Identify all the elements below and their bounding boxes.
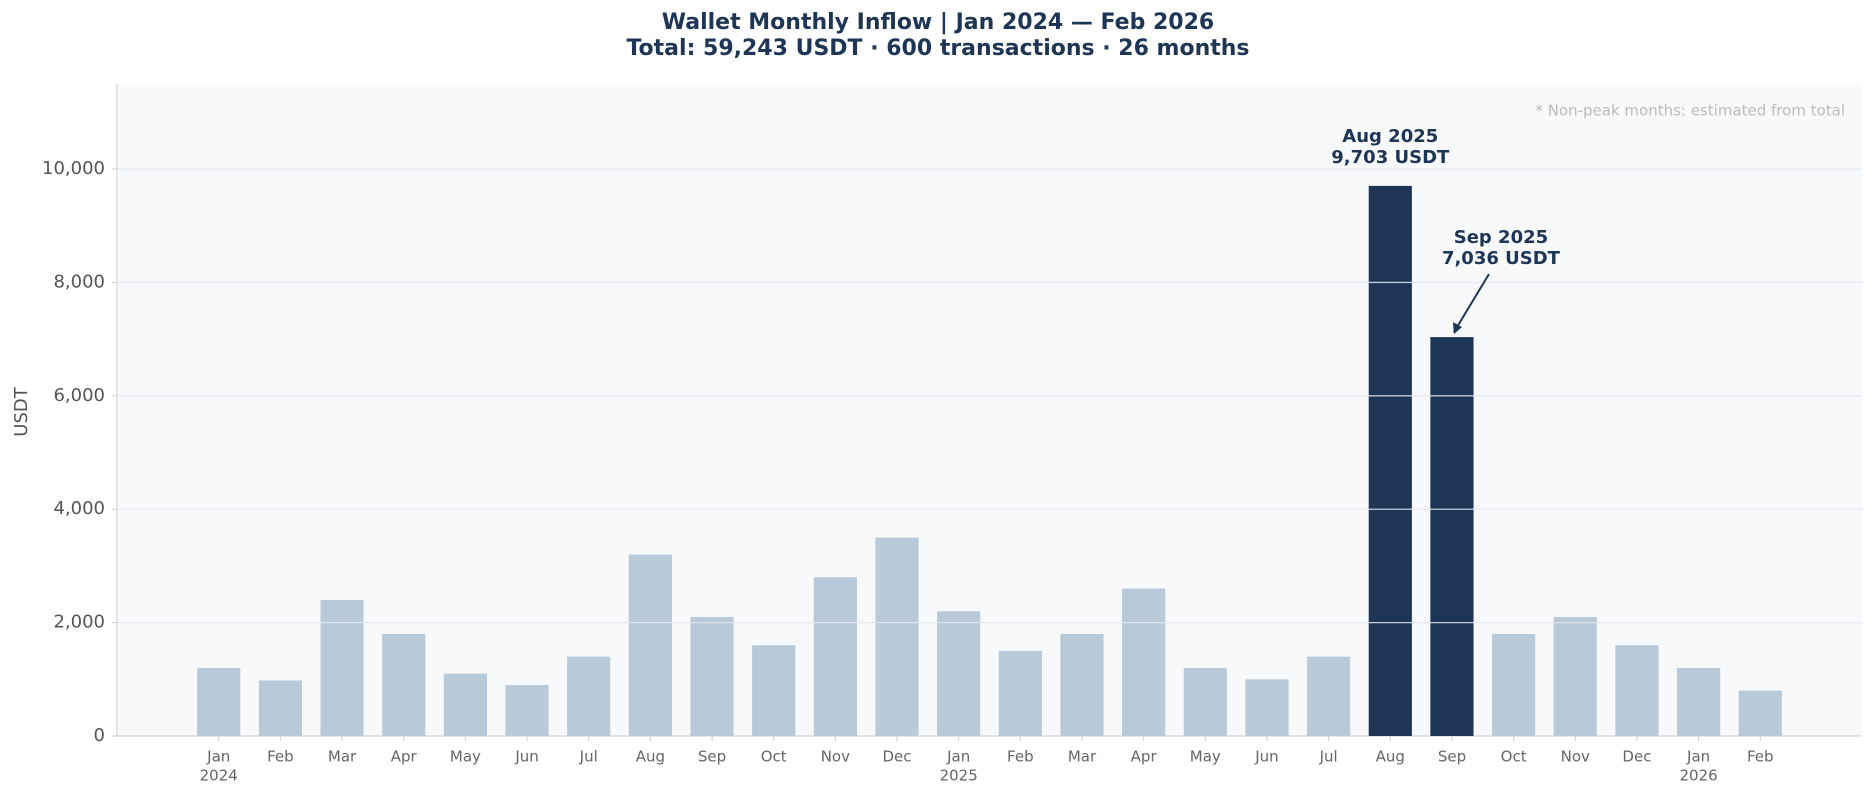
y-tick-label: 0 [94,725,105,746]
y-tick-label: 10,000 [42,158,105,179]
bar [1183,667,1227,736]
annotation: Aug 2025 [1342,126,1438,147]
bar [1245,679,1289,736]
bar [567,656,611,736]
x-tick-label: Feb [1007,748,1034,766]
bar [382,633,426,736]
x-tick-label: Jan [206,748,230,766]
bar [875,537,919,736]
y-tick-label: 4,000 [53,498,105,519]
bar [1492,633,1536,736]
bar [1122,588,1166,736]
annotation-arrowhead [1452,322,1462,335]
bar [628,554,672,736]
x-tick-label: Nov [821,748,850,766]
annotation: Sep 2025 [1454,227,1548,248]
x-tick-label: Apr [391,748,418,766]
bar [1553,616,1597,736]
x-tick-label: Nov [1561,748,1590,766]
x-tick-label: Sep [1438,748,1466,766]
x-tick-label: Apr [1131,748,1158,766]
plot-background [117,84,1862,736]
bar [1615,645,1659,736]
y-tick-label: 6,000 [53,385,105,406]
bar [690,616,734,736]
bar [813,577,857,736]
bar [320,599,364,736]
x-tick-label: Aug [636,748,665,766]
y-tick-label: 2,000 [53,612,105,633]
x-year-label: 2024 [200,767,238,785]
x-tick-label: Oct [1501,748,1527,766]
chart-title: Wallet Monthly Inflow | Jan 2024 — Feb 2… [662,10,1214,35]
annotation-arrow [1453,273,1490,333]
y-axis-label: USDT [11,386,32,436]
chart-subtitle: Total: 59,243 USDT · 600 transactions · … [626,36,1249,61]
bar [1430,337,1474,736]
bar [1368,185,1412,736]
x-tick-label: Aug [1376,748,1405,766]
bar [197,667,241,736]
bar [752,645,796,736]
x-tick-label: Mar [1068,748,1097,766]
bar [1060,633,1104,736]
x-tick-label: Feb [1747,748,1774,766]
x-tick-label: Jul [579,748,598,766]
bar [443,673,487,736]
bar [1677,667,1721,736]
x-tick-label: Dec [882,748,911,766]
bar [1307,656,1351,736]
bar [1738,690,1782,736]
x-tick-label: Jun [1254,748,1278,766]
x-tick-label: Sep [698,748,726,766]
note: * Non-peak months: estimated from total [1535,102,1845,120]
x-tick-label: Feb [267,748,294,766]
x-tick-label: Dec [1622,748,1651,766]
y-tick-label: 8,000 [53,271,105,292]
x-tick-label: Oct [761,748,787,766]
bar [258,680,302,736]
x-tick-label: May [1190,748,1221,766]
bar [937,611,981,736]
x-tick-label: Mar [328,748,357,766]
bar [505,684,549,736]
bar [998,650,1042,736]
x-tick-label: May [450,748,481,766]
x-tick-label: Jan [946,748,970,766]
x-year-label: 2026 [1680,767,1718,785]
annotation: 9,703 USDT [1331,147,1450,168]
x-tick-label: Jun [514,748,538,766]
x-year-label: 2025 [940,767,978,785]
annotation: 7,036 USDT [1442,248,1561,269]
x-tick-label: Jan [1686,748,1710,766]
x-tick-label: Jul [1319,748,1338,766]
